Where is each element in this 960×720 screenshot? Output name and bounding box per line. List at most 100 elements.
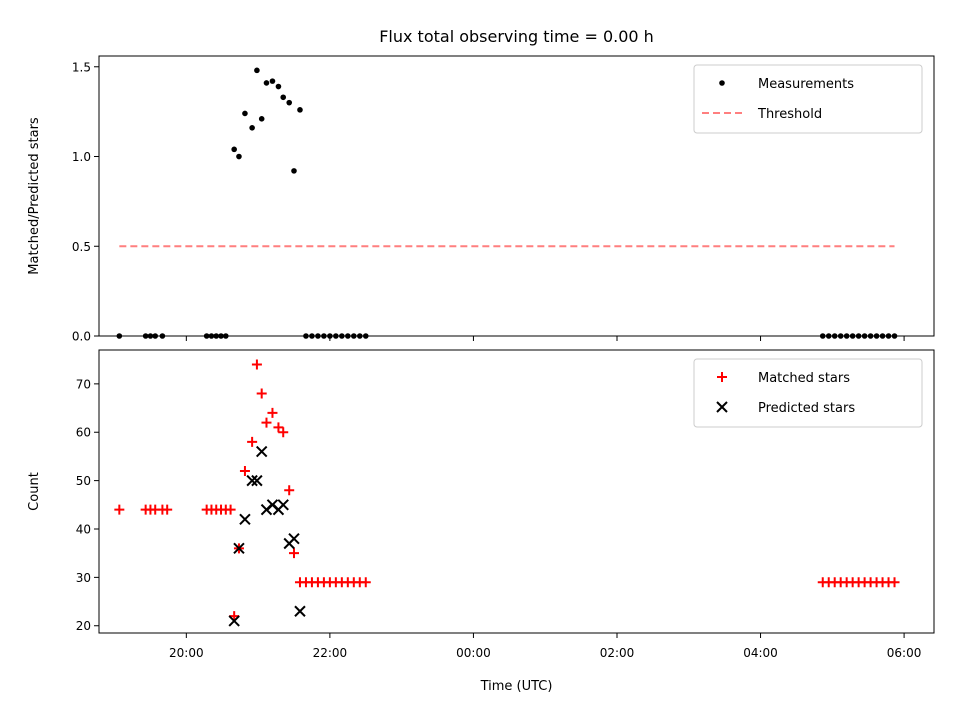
measurement-point: [885, 333, 892, 339]
measurement-point: [873, 333, 880, 339]
measurement-point: [891, 333, 898, 339]
matched-star-marker: [284, 485, 295, 496]
y-axis-label: Count: [27, 472, 42, 511]
x-tick-label: 02:00: [600, 646, 635, 660]
measurement-point: [280, 94, 287, 101]
measurement-point: [867, 333, 874, 339]
measurement-point: [275, 83, 282, 90]
matched-star-marker: [273, 422, 284, 433]
matched-star-marker: [239, 465, 250, 476]
predicted-star-marker: [288, 532, 300, 545]
x-tick-label: 20:00: [169, 646, 204, 660]
measurement-point: [339, 333, 345, 339]
y-axis-label: Matched/Predicted stars: [27, 117, 42, 275]
measurement-point: [249, 124, 255, 131]
matched-star-marker: [114, 504, 125, 515]
y-tick-label: 40: [76, 522, 91, 536]
measurement-point: [819, 333, 826, 339]
y-tick-label: 60: [76, 426, 91, 440]
y-tick-label: 1.5: [72, 60, 91, 74]
measurement-point: [855, 333, 862, 339]
measurement-point: [223, 333, 229, 339]
measurement-point: [242, 110, 248, 117]
measurement-point: [321, 333, 327, 339]
measurement-point: [208, 333, 215, 339]
matched-star-marker: [360, 577, 371, 588]
matched-star-marker: [229, 611, 240, 622]
measurement-point: [356, 333, 363, 339]
measurement-point: [843, 333, 850, 339]
measurement-point: [825, 333, 832, 339]
predicted-star-marker: [246, 474, 258, 487]
measurement-point: [269, 78, 276, 84]
legend-box: [693, 358, 923, 428]
measurement-point: [861, 333, 868, 339]
matched-star-marker: [162, 504, 173, 515]
matched-star-marker: [261, 417, 272, 428]
measurement-point: [333, 333, 339, 339]
measurement-point: [147, 333, 154, 339]
matched-star-marker: [889, 577, 900, 588]
measurement-point: [315, 333, 321, 339]
matched-star-marker: [288, 548, 299, 559]
measurement-point: [254, 67, 260, 74]
predicted-star-marker: [277, 499, 289, 511]
plot-frame: [98, 349, 935, 634]
legend-label: Predicted stars: [758, 401, 855, 416]
legend-marker-predicted: [716, 401, 728, 413]
measurement-point: [309, 333, 315, 339]
predicted-star-marker: [255, 445, 268, 458]
y-tick-label: 50: [76, 474, 91, 488]
legend-marker-measurements: [719, 80, 725, 86]
predicted-star-marker: [239, 513, 251, 526]
measurement-point: [213, 333, 220, 339]
measurement-point: [303, 333, 309, 339]
matched-star-marker: [225, 504, 236, 515]
x-tick-label: 06:00: [887, 646, 922, 660]
measurement-point: [286, 99, 293, 106]
predicted-star-marker: [233, 542, 245, 555]
measurement-point: [849, 333, 856, 339]
measurement-point: [831, 333, 838, 339]
matched-star-marker: [256, 388, 267, 399]
measurement-point: [218, 333, 224, 339]
legend-label: Threshold: [757, 107, 822, 122]
measurement-point: [203, 333, 210, 339]
measurement-point: [142, 333, 149, 339]
measurement-point: [345, 333, 351, 339]
measurement-point: [263, 80, 270, 86]
x-tick-label: 04:00: [743, 646, 778, 660]
predicted-star-marker: [294, 605, 306, 617]
legend-box: [693, 64, 923, 134]
measurement-point: [362, 333, 369, 339]
measurement-point: [351, 333, 357, 339]
y-tick-label: 0.5: [72, 240, 91, 254]
measurement-point: [291, 168, 297, 174]
measurement-point: [327, 333, 333, 339]
y-tick-label: 70: [76, 377, 91, 391]
matched-star-marker: [267, 407, 278, 418]
measurement-point: [837, 333, 844, 339]
predicted-star-marker: [251, 474, 263, 487]
chart-title: Flux total observing time = 0.00 h: [379, 27, 654, 46]
y-tick-label: 20: [76, 619, 91, 633]
x-axis-label: Time (UTC): [480, 679, 553, 694]
measurement-point: [116, 333, 123, 339]
measurement-point: [879, 333, 886, 339]
legend-label: Matched stars: [758, 371, 850, 386]
matched-star-marker: [251, 359, 262, 370]
x-tick-label: 00:00: [456, 646, 491, 660]
y-tick-label: 30: [76, 571, 91, 585]
y-tick-label: 1.0: [72, 150, 91, 164]
measurement-point: [152, 333, 159, 339]
matched-star-marker: [247, 436, 258, 447]
measurement-point: [236, 153, 242, 160]
legend-marker-matched: [717, 372, 727, 382]
measurement-point: [159, 333, 166, 339]
legend-label: Measurements: [758, 77, 854, 92]
measurement-point: [258, 116, 265, 122]
predicted-star-marker: [228, 615, 240, 627]
measurement-point: [231, 146, 237, 153]
plot-frame: [98, 55, 935, 337]
